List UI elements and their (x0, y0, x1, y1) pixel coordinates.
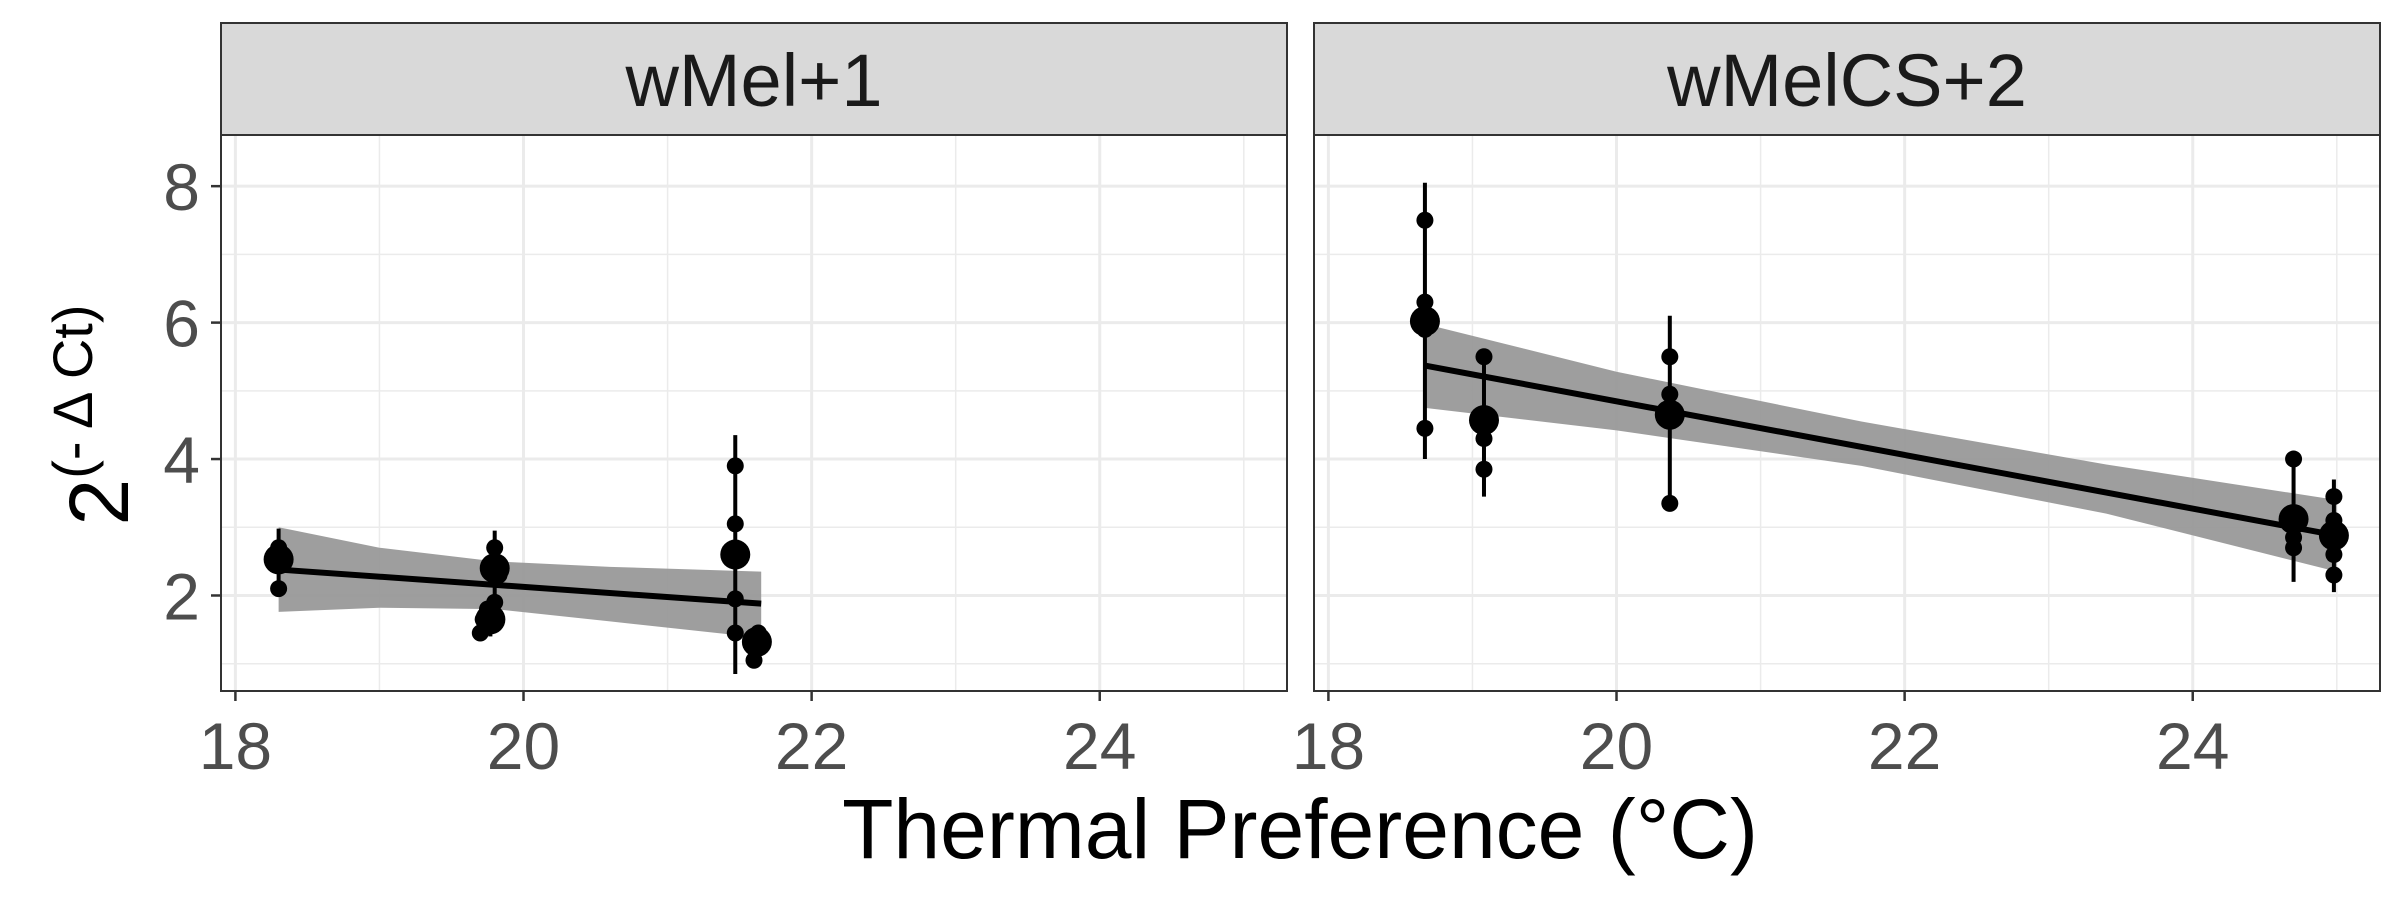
y-axis-title: 2(- Δ Ct) (41, 304, 146, 525)
panel-0-ribbon-layer (278, 527, 762, 638)
panel-0-strip-label: wMel+1 (624, 39, 882, 122)
mean-point (720, 539, 751, 570)
panel-0-strip (220, 22, 1288, 136)
data-point (2325, 546, 2343, 564)
x-tick-label: 20 (487, 709, 560, 783)
y-tick-label: 4 (163, 423, 200, 497)
x-tick-label: 24 (1063, 709, 1136, 783)
panel-0-fit-layer (278, 566, 762, 607)
data-point (726, 624, 744, 642)
x-tick-label: 18 (1292, 709, 1365, 783)
data-point (2325, 488, 2343, 506)
x-tick-label: 20 (1580, 709, 1653, 783)
panel-1-x-axis: 18 20 22 24 (1292, 691, 2229, 783)
x-tick-label: 22 (1868, 709, 1941, 783)
x-tick-label: 22 (775, 709, 848, 783)
regression-line (1424, 362, 2338, 539)
data-point (1416, 419, 1434, 437)
panel-1-strip (1313, 22, 2381, 136)
y-axis-title-base: 2 (52, 479, 146, 526)
data-point (1416, 293, 1434, 311)
panel-1-border (1313, 134, 2381, 692)
confidence-ribbon (278, 527, 762, 638)
x-axis-title: Thermal Preference (°C) (842, 782, 1758, 876)
y-tick-label: 2 (163, 559, 200, 633)
svg-text:2(- Δ Ct): 2(- Δ Ct) (41, 304, 146, 525)
panel-1-strip-label: wMelCS+2 (1666, 39, 2027, 122)
y-tick-label: 8 (163, 150, 200, 224)
data-point (1661, 385, 1679, 403)
data-point (1661, 494, 1679, 512)
mean-point (1468, 405, 1499, 436)
panel-0: wMel+1 18 20 22 24 (199, 22, 1288, 783)
mean-point (475, 604, 506, 635)
data-point (726, 457, 744, 475)
data-point (1475, 460, 1493, 478)
data-point (2285, 539, 2303, 557)
data-point (1475, 348, 1493, 366)
mean-point (741, 626, 772, 657)
mean-point (1409, 306, 1440, 337)
panel-0-means (263, 539, 772, 657)
regression-line (278, 566, 762, 607)
x-tick-label: 18 (199, 709, 272, 783)
panel-0-border (220, 134, 1288, 692)
data-point (1416, 211, 1434, 229)
mean-point (479, 553, 510, 584)
data-point (270, 580, 288, 598)
y-axis: 2 4 6 8 (163, 150, 221, 633)
panel-0-grid (221, 135, 1287, 691)
data-point (1661, 348, 1679, 366)
x-tick-label: 24 (2156, 709, 2229, 783)
y-tick-label: 6 (163, 287, 200, 361)
data-point (2285, 450, 2303, 468)
panel-0-x-axis: 18 20 22 24 (199, 691, 1136, 783)
mean-point (263, 544, 294, 575)
data-point (486, 539, 504, 557)
panel-1-fit-layer (1424, 362, 2338, 539)
data-point (726, 515, 744, 533)
panel-1: wMelCS+2 18 20 22 24 (1292, 22, 2381, 783)
y-axis-title-exponent: (- Δ Ct) (41, 304, 104, 478)
data-point (2325, 566, 2343, 584)
